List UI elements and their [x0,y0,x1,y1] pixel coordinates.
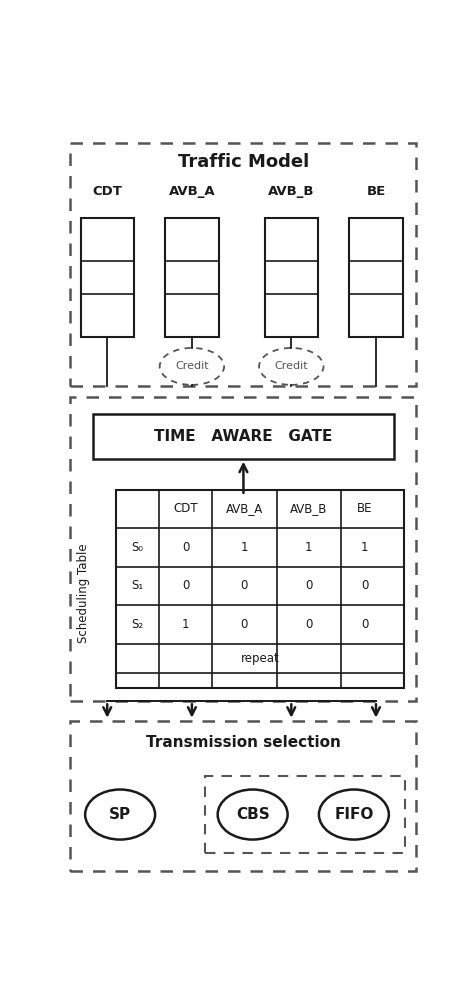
Text: 0: 0 [361,618,369,631]
Text: AVB_B: AVB_B [290,502,327,515]
Text: S₂: S₂ [132,618,143,631]
FancyBboxPatch shape [81,218,134,337]
Text: 0: 0 [182,579,189,592]
Text: 0: 0 [241,618,248,631]
Text: Credit: Credit [275,361,308,371]
Text: 0: 0 [241,579,248,592]
FancyBboxPatch shape [93,414,394,459]
Text: SP: SP [109,807,131,822]
Text: 0: 0 [182,541,189,554]
Text: CBS: CBS [236,807,269,822]
Text: Transmission selection: Transmission selection [146,735,341,750]
Text: BE: BE [366,185,386,198]
Text: AVB_B: AVB_B [268,185,314,198]
FancyBboxPatch shape [165,218,218,337]
Text: 1: 1 [305,541,313,554]
Text: BE: BE [357,502,373,515]
Text: S₁: S₁ [132,579,144,592]
Text: 0: 0 [361,579,369,592]
Text: CDT: CDT [173,502,198,515]
Text: AVB_A: AVB_A [169,185,215,198]
Text: S₀: S₀ [132,541,143,554]
Text: Credit: Credit [175,361,209,371]
Text: 1: 1 [241,541,248,554]
Text: repeat: repeat [241,652,279,665]
FancyBboxPatch shape [349,218,403,337]
Text: 0: 0 [305,579,313,592]
Text: 1: 1 [361,541,369,554]
FancyBboxPatch shape [116,490,404,688]
FancyBboxPatch shape [265,218,318,337]
Text: AVB_A: AVB_A [226,502,263,515]
Text: Scheduling Table: Scheduling Table [77,544,90,643]
Text: 1: 1 [182,618,189,631]
Text: Traffic Model: Traffic Model [178,153,309,171]
Text: CDT: CDT [92,185,122,198]
Text: 0: 0 [305,618,313,631]
Text: TIME   AWARE   GATE: TIME AWARE GATE [154,429,332,444]
Text: FIFO: FIFO [334,807,373,822]
